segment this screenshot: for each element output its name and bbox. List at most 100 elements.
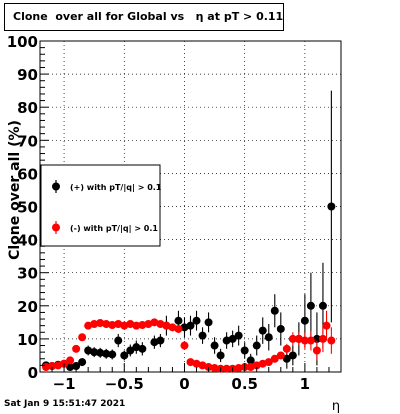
data-point <box>114 320 123 329</box>
data-point <box>198 331 207 340</box>
data-point <box>288 334 297 343</box>
data-point <box>114 336 123 345</box>
data-point <box>180 323 189 332</box>
data-point <box>288 351 297 360</box>
data-point <box>318 301 327 310</box>
data-point <box>84 346 93 355</box>
data-point <box>96 319 105 328</box>
data-point <box>258 359 267 368</box>
data-point <box>327 202 336 211</box>
x-tick-label: −0.5 <box>105 375 144 393</box>
data-point <box>192 359 201 368</box>
y-tick-label: 40 <box>17 232 38 250</box>
data-point <box>66 356 75 365</box>
data-point <box>234 364 243 373</box>
data-point <box>270 354 279 363</box>
data-point <box>120 351 129 360</box>
data-point <box>264 358 273 367</box>
data-point <box>126 320 135 329</box>
data-point <box>144 320 153 329</box>
y-tick-label: 60 <box>17 165 38 183</box>
data-point <box>252 341 261 350</box>
data-point <box>322 321 331 330</box>
data-point <box>78 358 87 367</box>
data-point <box>282 354 291 363</box>
data-point <box>156 320 165 329</box>
y-tick-label: 50 <box>17 199 38 217</box>
data-point <box>216 351 225 360</box>
data-point <box>174 316 183 325</box>
data-point <box>96 348 105 357</box>
data-point <box>276 324 285 333</box>
data-point <box>150 318 159 327</box>
data-point <box>66 363 75 372</box>
x-tick-label: 0 <box>179 375 189 393</box>
y-tick-label: 100 <box>7 33 38 51</box>
data-point <box>102 320 111 329</box>
data-point <box>204 318 213 327</box>
data-point <box>138 344 147 353</box>
data-point <box>102 349 111 358</box>
y-tick-label: 90 <box>17 66 38 84</box>
data-point <box>54 361 63 370</box>
y-tick-label: 70 <box>17 132 38 150</box>
data-point <box>198 361 207 370</box>
data-point <box>84 321 93 330</box>
data-point <box>78 333 87 342</box>
legend: (+) with pT/|q| > 0.1 (-) with pT/|q| > … <box>40 164 162 247</box>
data-point <box>180 341 189 350</box>
data-point <box>306 336 315 345</box>
data-point <box>138 320 147 329</box>
y-axis-label: Clone over all (%) <box>7 120 23 260</box>
data-point <box>132 321 141 330</box>
legend-series-1-label: (+) with pT/|q| > 0.1 <box>70 183 162 192</box>
y-tick-label: 80 <box>17 99 38 117</box>
data-point <box>162 321 171 330</box>
chart-title: Clone over all for Global vs η at pT > 0… <box>13 10 284 23</box>
data-point <box>327 336 336 345</box>
axis-layer: 0 10 20 30 40 50 60 70 80 90 100 −1 −0.5 0 0.5 1 <box>7 33 342 393</box>
data-point <box>186 321 195 330</box>
data-point <box>264 333 273 342</box>
data-point <box>108 320 117 329</box>
data-point <box>72 344 81 353</box>
data-point <box>258 326 267 335</box>
x-tick-label: −1 <box>53 375 76 393</box>
x-axis-label: η <box>332 399 340 414</box>
data-point <box>270 306 279 315</box>
data-point <box>294 334 303 343</box>
data-point <box>132 343 141 352</box>
data-point <box>246 363 255 372</box>
data-point <box>108 350 117 359</box>
data-point <box>228 334 237 343</box>
data-point <box>222 336 231 345</box>
y-tick-label: 10 <box>17 331 38 349</box>
x-tick-label: 1 <box>300 375 310 393</box>
y-tick-label: 20 <box>17 298 38 316</box>
legend-series-2-label: (-) with pT/|q| > 0.1 <box>70 224 158 233</box>
data-point <box>306 301 315 310</box>
data-point <box>312 334 321 343</box>
x-tick-label: 0.5 <box>231 375 258 393</box>
data-point <box>48 362 57 371</box>
data-point <box>120 321 129 330</box>
data-point <box>168 323 177 332</box>
data-point <box>300 336 309 345</box>
data-point <box>126 346 135 355</box>
data-point <box>90 320 99 329</box>
data-point <box>312 346 321 355</box>
y-tick-label: 0 <box>28 364 38 382</box>
data-point <box>234 331 243 340</box>
data-point <box>282 344 291 353</box>
data-point <box>252 361 261 370</box>
data-point <box>72 362 81 371</box>
data-point <box>156 336 165 345</box>
data-point <box>276 351 285 360</box>
legend-series-1-marker <box>52 182 60 191</box>
timestamp: Sat Jan 9 15:51:47 2021 <box>4 399 126 409</box>
data-point <box>318 334 327 343</box>
data-point <box>210 341 219 350</box>
title-box: Clone over all for Global vs η at pT > 0… <box>4 3 284 31</box>
y-tick-label: 30 <box>17 265 38 283</box>
